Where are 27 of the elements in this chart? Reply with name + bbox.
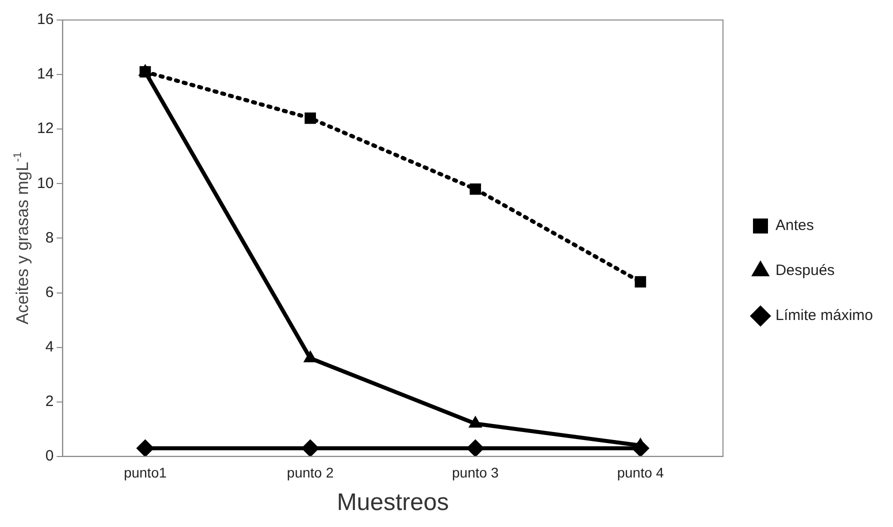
point	[136, 439, 154, 456]
y-tick-label: 12	[36, 120, 54, 138]
legend-label: Antes	[775, 217, 814, 234]
y-tick-label: 2	[45, 392, 54, 410]
x-tick-label: punto 3	[452, 464, 499, 481]
y-tick-label: 4	[45, 338, 54, 356]
point	[140, 66, 151, 78]
y-axis-title: Aceites y grasas mgL-1	[12, 152, 32, 324]
y-tick-label: 14	[36, 66, 54, 83]
y-tick-label: 0	[45, 448, 54, 465]
y-tick-label: 8	[45, 229, 54, 246]
point	[303, 350, 318, 362]
x-tick-label: punto 4	[617, 464, 664, 481]
y-tick-label: 6	[45, 284, 54, 301]
point	[304, 112, 316, 124]
point	[470, 183, 482, 195]
x-tick-label: punto 2	[286, 464, 334, 481]
point	[301, 439, 320, 456]
y-tick-label: 10	[36, 174, 54, 192]
x-tick-label: punto1	[124, 464, 167, 481]
x-axis-title: Muestreos	[336, 489, 449, 516]
legend-label: Límite máximo	[775, 307, 874, 324]
point	[466, 439, 484, 456]
point	[468, 416, 482, 428]
y-tick-label: 16	[36, 11, 54, 28]
legend-label: Después	[775, 262, 835, 280]
point	[634, 276, 646, 288]
